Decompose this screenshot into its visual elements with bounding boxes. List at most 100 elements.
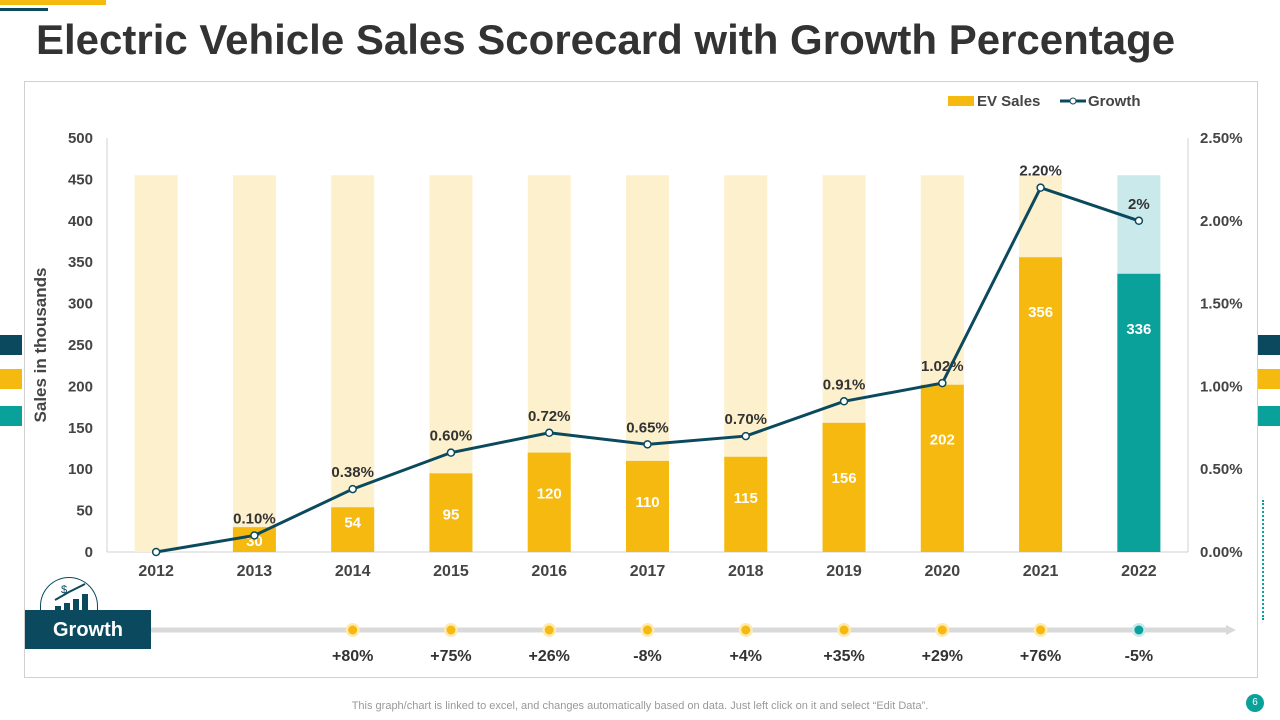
bar-label: 115 bbox=[734, 490, 758, 507]
page-number: 6 bbox=[1246, 694, 1264, 712]
y-axis-label: Sales in thousands bbox=[31, 268, 50, 423]
growth-point bbox=[151, 547, 161, 557]
y2-tick-label: 0.00% bbox=[1200, 544, 1243, 561]
x-tick-label: 2022 bbox=[1121, 563, 1157, 580]
growth-point bbox=[643, 440, 652, 449]
bar-label: 356 bbox=[1028, 304, 1053, 321]
growth-label: 1.02% bbox=[921, 358, 964, 375]
bar bbox=[822, 422, 866, 552]
bar-label: 110 bbox=[635, 494, 659, 511]
timeline-dot bbox=[643, 625, 652, 635]
y-tick-label: 200 bbox=[68, 378, 93, 395]
yoy-change: +4% bbox=[729, 648, 762, 665]
x-tick-label: 2015 bbox=[433, 563, 469, 580]
bar-label: 54 bbox=[344, 514, 361, 531]
bar bbox=[724, 456, 768, 552]
yoy-change: +26% bbox=[528, 648, 570, 665]
bar bbox=[1019, 257, 1063, 552]
yoy-change: +76% bbox=[1019, 648, 1062, 665]
growth-point bbox=[839, 397, 849, 406]
growth-label: 2.20% bbox=[1019, 163, 1062, 180]
side-stripe bbox=[0, 406, 22, 426]
x-tick-label: 2020 bbox=[925, 563, 961, 580]
yoy-change: -5% bbox=[1124, 648, 1154, 665]
growth-label: 0.70% bbox=[724, 411, 767, 428]
footer-note: This graph/chart is linked to excel, and… bbox=[351, 700, 929, 712]
timeline-dot bbox=[937, 625, 947, 635]
timeline-dot bbox=[1036, 625, 1046, 635]
legend-label: Growth bbox=[1088, 93, 1141, 110]
growth-point bbox=[250, 531, 259, 540]
bar bbox=[429, 473, 473, 552]
y2-tick-label: 1.00% bbox=[1200, 378, 1243, 395]
y2-tick-label: 1.50% bbox=[1200, 296, 1243, 313]
y-tick-label: 400 bbox=[68, 213, 93, 230]
y-tick-label: 450 bbox=[68, 171, 93, 188]
timeline-dot bbox=[1134, 625, 1144, 635]
growth-point bbox=[938, 378, 947, 388]
side-stripe bbox=[1258, 369, 1280, 389]
svg-text:$: $ bbox=[61, 584, 67, 596]
bar bbox=[527, 452, 571, 552]
growth-label: 0.60% bbox=[430, 428, 473, 445]
growth-point bbox=[348, 484, 357, 494]
y-tick-label: 250 bbox=[68, 337, 93, 354]
y-tick-label: 150 bbox=[68, 420, 93, 437]
y-tick-label: 50 bbox=[76, 503, 93, 520]
growth-label: 0.72% bbox=[528, 408, 571, 425]
top-accent-dark bbox=[0, 8, 48, 11]
yoy-change: +35% bbox=[823, 648, 865, 665]
side-stripe bbox=[0, 335, 22, 355]
timeline-dot bbox=[348, 625, 358, 635]
bar-label: 95 bbox=[443, 506, 460, 523]
y2-tick-label: 2.50% bbox=[1200, 130, 1243, 147]
growth-label: 0.38% bbox=[331, 464, 374, 481]
yoy-change: +80% bbox=[331, 648, 374, 665]
top-accent-yellow bbox=[0, 0, 106, 5]
legend-label: EV Sales bbox=[977, 93, 1040, 110]
bar-label: 202 bbox=[930, 432, 955, 449]
growth-label: 0.91% bbox=[823, 376, 866, 393]
bar bbox=[331, 507, 375, 552]
dotted-line bbox=[1262, 500, 1264, 620]
yoy-change: +75% bbox=[430, 648, 472, 665]
side-stripe bbox=[1258, 335, 1280, 355]
growth-point bbox=[1036, 183, 1045, 192]
timeline-dot bbox=[544, 625, 554, 635]
x-tick-label: 2012 bbox=[138, 563, 174, 580]
x-tick-label: 2021 bbox=[1023, 563, 1059, 580]
timeline-dot bbox=[741, 625, 751, 635]
y-tick-label: 350 bbox=[68, 254, 93, 271]
growth-point bbox=[741, 431, 751, 441]
x-tick-label: 2019 bbox=[826, 563, 862, 580]
yoy-change: -8% bbox=[633, 648, 662, 665]
chart-frame bbox=[24, 81, 1258, 678]
side-stripe bbox=[1258, 406, 1280, 426]
y-tick-label: 300 bbox=[68, 296, 93, 313]
y-tick-label: 0 bbox=[85, 544, 93, 561]
y-tick-label: 100 bbox=[68, 461, 93, 478]
growth-label: Growth bbox=[25, 610, 151, 649]
page-title: Electric Vehicle Sales Scorecard with Gr… bbox=[36, 16, 1176, 63]
x-tick-label: 2017 bbox=[630, 563, 666, 580]
bar bbox=[1117, 273, 1161, 552]
bar bbox=[920, 384, 964, 552]
y2-tick-label: 0.50% bbox=[1200, 461, 1243, 478]
y2-tick-label: 2.00% bbox=[1200, 213, 1243, 230]
legend-swatch-ev-sales bbox=[948, 96, 974, 106]
timeline-arrow bbox=[1226, 625, 1236, 635]
x-tick-label: 2014 bbox=[335, 563, 371, 580]
bar-label: 336 bbox=[1126, 321, 1151, 338]
legend-marker bbox=[1069, 97, 1077, 105]
timeline-dot bbox=[839, 625, 849, 635]
side-stripe bbox=[0, 369, 22, 389]
growth-point bbox=[446, 448, 456, 457]
growth-label: 2% bbox=[1128, 196, 1150, 213]
bar-label: 156 bbox=[832, 470, 857, 487]
yoy-change: +29% bbox=[921, 648, 963, 665]
bar bbox=[626, 460, 669, 552]
growth-label: 0.65% bbox=[626, 419, 669, 436]
timeline-dot bbox=[446, 625, 456, 635]
growth-point bbox=[544, 428, 554, 438]
